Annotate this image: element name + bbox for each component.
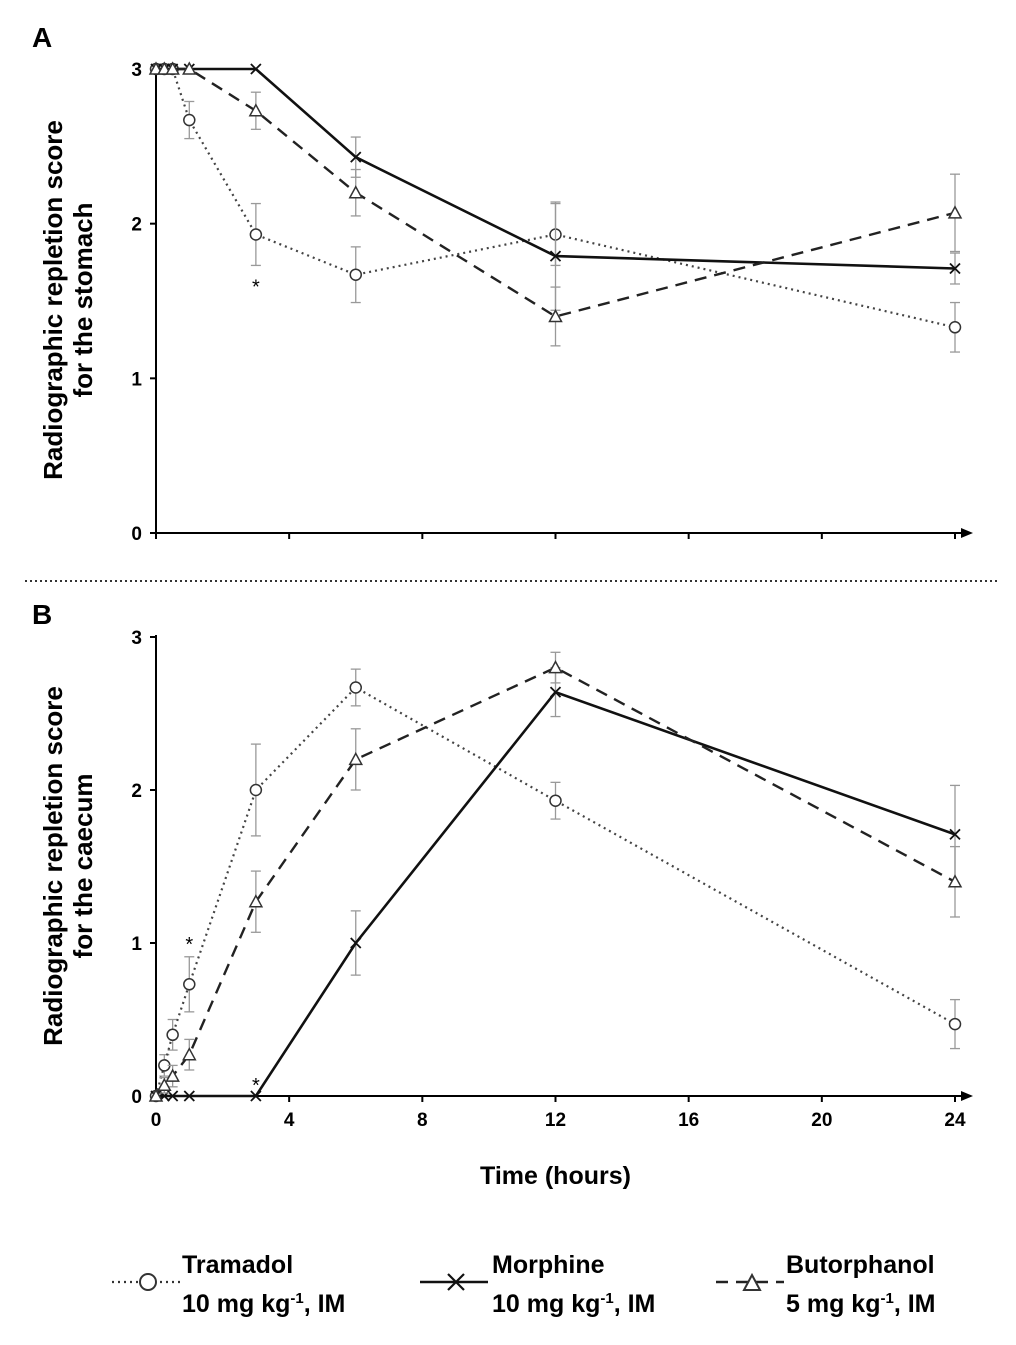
- x-axis-arrow: [961, 1091, 973, 1101]
- data-point: [949, 828, 961, 841]
- panel-a: A Radiographic repletion scorefor the sto…: [32, 22, 973, 545]
- series-butorphanol: [148, 651, 963, 1102]
- data-point: [348, 751, 364, 766]
- significance-asterisk: *: [185, 934, 193, 956]
- y-tick-label: 1: [131, 934, 142, 955]
- data-point: [248, 894, 264, 908]
- x-axis-arrow: [961, 528, 973, 538]
- data-point: [947, 874, 963, 888]
- data-point: [948, 321, 962, 334]
- x-tick-label: 24: [944, 1110, 966, 1131]
- significance-asterisk: *: [252, 1075, 260, 1097]
- x-tick-label: 12: [545, 1110, 566, 1131]
- data-point: [549, 794, 562, 807]
- x-tick-label: 16: [678, 1110, 699, 1131]
- data-point: [947, 205, 963, 219]
- data-point: [350, 151, 362, 163]
- y-tick-label: 2: [131, 781, 142, 802]
- legend-dose-tramadol: 10 mg kg-1, IM: [182, 1290, 346, 1318]
- y-tick-label: 1: [131, 369, 142, 390]
- data-point: [157, 1077, 172, 1092]
- data-point: [165, 1068, 180, 1082]
- y-axis-label-line: for the stomach: [68, 202, 98, 397]
- legend-label-tramadol: Tramadol: [182, 1251, 294, 1279]
- legend-label-morphine: Morphine: [492, 1251, 605, 1279]
- series-line: [155, 666, 956, 1097]
- data-point: [949, 262, 961, 275]
- data-point: [148, 1088, 164, 1102]
- data-point: [182, 1047, 197, 1061]
- data-point: [165, 61, 180, 75]
- data-point: [350, 937, 362, 949]
- x-axis-label: Time (hours): [480, 1162, 631, 1190]
- data-point: [349, 268, 362, 281]
- panel-b: B Radiographic repletion scorefor the cae…: [32, 599, 973, 1190]
- data-point: [183, 113, 196, 127]
- data-point: [250, 1090, 262, 1102]
- series-line: [156, 690, 956, 1098]
- y-tick-label: 0: [131, 1087, 142, 1108]
- y-axis-label-line: Radiographic repletion score: [38, 120, 68, 480]
- legend-symbol-morphine: [420, 1273, 488, 1291]
- x-tick-label: 20: [811, 1110, 832, 1131]
- y-tick-label: 3: [131, 628, 142, 649]
- data-point: [183, 978, 196, 991]
- y-axis-label: Radiographic repletion scorefor the caec…: [38, 686, 98, 1046]
- x-tick-label: 0: [151, 1110, 162, 1131]
- data-point: [250, 63, 262, 75]
- x-tick-label: 4: [284, 1110, 295, 1131]
- legend-label-butorphanol: Butorphanol: [786, 1251, 935, 1279]
- data-point: [166, 1028, 179, 1042]
- series-line: [156, 67, 956, 329]
- series-butorphanol: [148, 61, 963, 347]
- series-morphine: [150, 63, 961, 311]
- data-point: [249, 783, 263, 797]
- legend: Tramadol 10 mg kg-1, IM Morphine 10 mg k…: [0, 1248, 1016, 1338]
- y-tick-label: 2: [131, 215, 142, 236]
- data-point: [548, 308, 563, 323]
- data-point: [548, 660, 563, 674]
- legend-symbol-butorphanol: [716, 1272, 784, 1291]
- data-point: [549, 250, 562, 262]
- panel-letter: A: [32, 22, 52, 53]
- y-tick-label: 0: [131, 524, 142, 545]
- series-morphine: [150, 666, 961, 1102]
- data-point: [183, 1090, 195, 1102]
- y-axis-label-line: for the caecum: [68, 774, 98, 959]
- y-tick-label: 3: [131, 60, 142, 81]
- x-tick-label: 8: [417, 1110, 428, 1131]
- panel-letter: B: [32, 599, 52, 630]
- legend-dose-morphine: 10 mg kg-1, IM: [492, 1290, 656, 1318]
- data-point: [948, 1017, 962, 1031]
- data-point: [248, 103, 264, 117]
- data-point: [549, 686, 562, 698]
- legend-dose-butorphanol: 5 mg kg-1, IM: [786, 1290, 936, 1318]
- significance-asterisk: *: [252, 277, 260, 299]
- data-point: [348, 185, 364, 199]
- series-line: [154, 686, 956, 1097]
- data-point: [182, 61, 197, 75]
- data-point: [349, 681, 362, 694]
- legend-symbol-tramadol: [112, 1273, 180, 1291]
- y-axis-label-line: Radiographic repletion score: [38, 686, 68, 1046]
- series-tramadol: [149, 668, 962, 1103]
- data-point: [249, 228, 263, 241]
- y-axis-label: Radiographic repletion scorefor the stom…: [38, 120, 98, 480]
